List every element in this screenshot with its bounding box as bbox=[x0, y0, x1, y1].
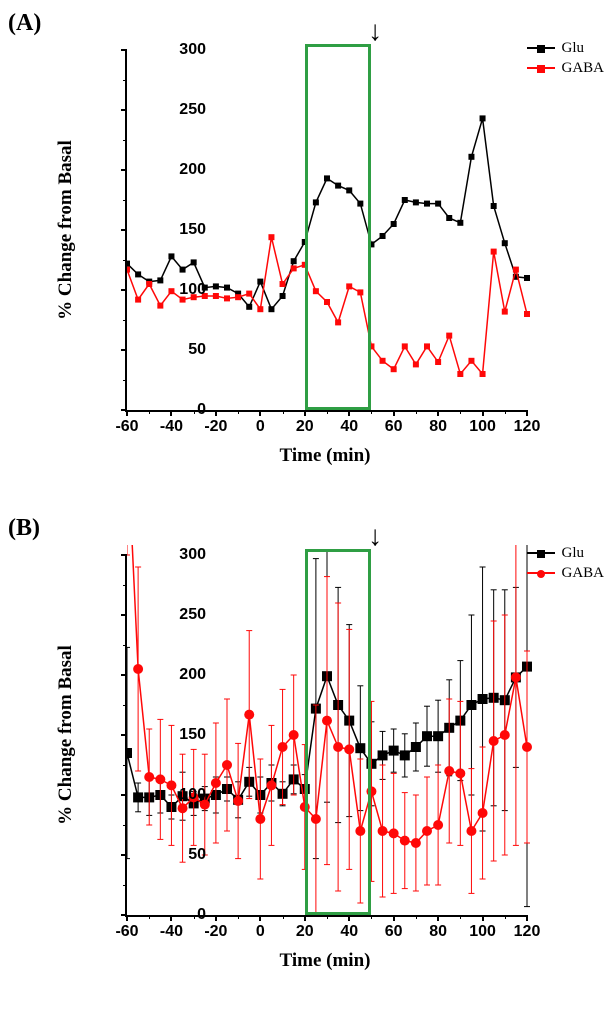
ytick: 250 bbox=[166, 606, 206, 624]
ytick: 150 bbox=[166, 221, 206, 239]
legend-label: GABA bbox=[561, 565, 604, 582]
xtick: -60 bbox=[115, 418, 138, 436]
legend-item: Glu bbox=[527, 38, 604, 58]
xtick: -20 bbox=[204, 418, 227, 436]
xtick: -60 bbox=[115, 923, 138, 941]
legend-label: GABA bbox=[561, 60, 604, 77]
legend-item: GABA bbox=[527, 563, 604, 583]
arrow-icon: ↓ bbox=[368, 523, 382, 551]
xtick: 120 bbox=[514, 418, 541, 436]
legend-label: Glu bbox=[561, 545, 584, 562]
xtick: 80 bbox=[429, 418, 447, 436]
xtick: 120 bbox=[514, 923, 541, 941]
arrow-icon: ↓ bbox=[368, 18, 382, 46]
ytick: 250 bbox=[166, 101, 206, 119]
panel-a-xlabel: Time (min) bbox=[280, 445, 371, 467]
panel-b-label: (B) bbox=[8, 515, 40, 542]
xtick: 20 bbox=[296, 923, 314, 941]
xtick: 60 bbox=[385, 418, 403, 436]
xtick: 80 bbox=[429, 923, 447, 941]
xtick: 0 bbox=[256, 418, 265, 436]
ytick: 50 bbox=[166, 341, 206, 359]
panel-a: (A) -60-40-20020406080100120 % Change fr… bbox=[0, 0, 614, 505]
ytick: 300 bbox=[166, 546, 206, 564]
ytick: 150 bbox=[166, 726, 206, 744]
ytick: 0 bbox=[166, 906, 206, 924]
panel-b-ylabel: % Change from Basal bbox=[55, 645, 77, 825]
xtick: -20 bbox=[204, 923, 227, 941]
legend-item: Glu bbox=[527, 543, 604, 563]
panel-b: (B) -60-40-20020406080100120 % Change fr… bbox=[0, 505, 614, 1010]
xtick: 100 bbox=[469, 923, 496, 941]
ytick: 200 bbox=[166, 161, 206, 179]
panel-b-legend: Glu GABA bbox=[527, 543, 604, 583]
ytick: 300 bbox=[166, 41, 206, 59]
panel-b-xlabel: Time (min) bbox=[280, 950, 371, 972]
ytick: 200 bbox=[166, 666, 206, 684]
xtick: 40 bbox=[340, 923, 358, 941]
xtick: 60 bbox=[385, 923, 403, 941]
ytick: 100 bbox=[166, 281, 206, 299]
panel-a-ylabel: % Change from Basal bbox=[55, 140, 77, 320]
ytick: 50 bbox=[166, 846, 206, 864]
ytick: 0 bbox=[166, 401, 206, 419]
xtick: 0 bbox=[256, 923, 265, 941]
xtick: 40 bbox=[340, 418, 358, 436]
ytick: 100 bbox=[166, 786, 206, 804]
xtick: -40 bbox=[160, 923, 183, 941]
xtick: 20 bbox=[296, 418, 314, 436]
panel-a-legend: Glu GABA bbox=[527, 38, 604, 78]
legend-label: Glu bbox=[561, 40, 584, 57]
xtick: -40 bbox=[160, 418, 183, 436]
figure: (A) -60-40-20020406080100120 % Change fr… bbox=[0, 0, 614, 1010]
legend-item: GABA bbox=[527, 58, 604, 78]
panel-a-label: (A) bbox=[8, 10, 41, 37]
xtick: 100 bbox=[469, 418, 496, 436]
